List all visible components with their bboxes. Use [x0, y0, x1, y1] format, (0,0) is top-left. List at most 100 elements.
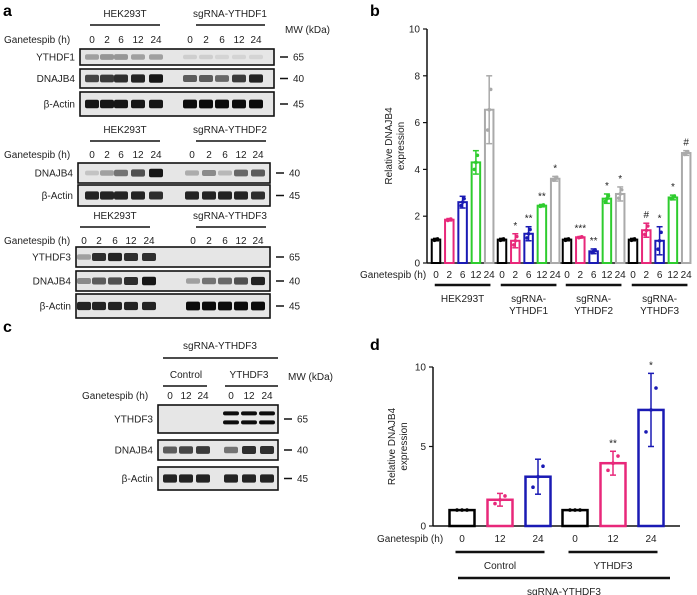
protein-band: [108, 301, 122, 311]
protein-band: [142, 253, 156, 261]
protein-band: [77, 301, 91, 311]
protein-band: [92, 277, 106, 285]
data-point: [485, 128, 490, 132]
group-label: YTHDF3: [640, 306, 679, 317]
data-point: [487, 107, 492, 112]
lane-time-label: 2: [206, 150, 212, 161]
blot-row-label: DNAJB4: [33, 277, 72, 288]
lane-time-label: 12: [125, 236, 137, 247]
data-point: [455, 508, 459, 512]
protein-band: [100, 99, 114, 109]
protein-band: [186, 278, 200, 284]
significance-marker: *: [658, 214, 662, 225]
protein-band: [218, 170, 232, 176]
mw-marker-label: 40: [293, 74, 305, 85]
protein-band: [124, 301, 138, 311]
lane-time-label: 12: [235, 236, 247, 247]
protein-band: [131, 54, 145, 60]
group-label: sgRNA-: [642, 294, 677, 305]
cell-line-label: HEK293T: [103, 125, 146, 136]
data-point: [578, 508, 582, 512]
data-point: [528, 227, 532, 232]
data-point: [646, 224, 650, 228]
x-tick-label: 24: [615, 270, 627, 281]
lane-time-label: 24: [261, 391, 273, 402]
protein-band: [183, 54, 197, 60]
lane-time-label: 24: [252, 150, 264, 161]
bar: [430, 238, 442, 265]
blot-row-label: DNAJB4: [37, 74, 76, 85]
data-point: [606, 468, 610, 473]
mw-marker-label: 40: [289, 169, 301, 180]
lane-time-label: 0: [189, 150, 195, 161]
blot-row-label: DNAJB4: [35, 169, 74, 180]
blot-strip: [79, 48, 275, 66]
cell-line-label: sgRNA-YTHDF3: [193, 211, 267, 222]
blot-strip: [77, 162, 271, 184]
x-tick-label: 0: [433, 270, 439, 281]
protein-band: [124, 277, 138, 285]
protein-band: [218, 191, 232, 200]
protein-band: [92, 301, 106, 311]
protein-band: [77, 278, 91, 284]
lane-time-label: 24: [143, 236, 155, 247]
x-tick-label: 0: [572, 534, 578, 545]
significance-marker: **: [525, 214, 533, 225]
condition-label: YTHDF3: [230, 370, 269, 381]
protein-band: [108, 252, 122, 262]
lane-time-label: 24: [252, 236, 264, 247]
protein-band: [196, 446, 210, 454]
x-tick-label: 6: [460, 270, 466, 281]
y-tick-label: 10: [409, 25, 421, 36]
data-point: [618, 192, 622, 196]
significance-marker: *: [649, 360, 653, 371]
data-point: [462, 196, 466, 201]
data-point: [459, 203, 463, 208]
protein-band: [149, 54, 163, 60]
lane-time-label: 12: [235, 150, 247, 161]
protein-band: [85, 74, 99, 83]
significance-marker: **: [590, 236, 598, 247]
protein-band: [202, 301, 216, 311]
protein-band: [234, 277, 248, 285]
blot-strip: [157, 466, 279, 491]
y-axis-label-line: Relative DNAJB4: [387, 407, 398, 485]
significance-marker: *: [671, 182, 675, 193]
data-point: [435, 237, 440, 241]
x-tick-label: 12: [470, 270, 482, 281]
x-tick-label: 6: [657, 270, 663, 281]
data-point: [536, 474, 540, 479]
protein-band: [215, 75, 229, 82]
lane-time-label: 24: [150, 35, 162, 46]
lane-time-label: 12: [243, 391, 255, 402]
lane-time-label: 12: [132, 35, 144, 46]
data-point: [654, 386, 658, 390]
lane-time-label: 12: [132, 150, 144, 161]
data-point: [573, 508, 577, 512]
data-point: [611, 461, 615, 465]
lane-time-label: 2: [96, 236, 102, 247]
x-tick-label: 12: [494, 534, 506, 545]
mw-marker-label: 40: [297, 446, 309, 457]
significance-marker: **: [538, 192, 546, 203]
x-tick-label: 24: [532, 534, 544, 545]
protein-band: [249, 74, 263, 83]
lane-time-label: 6: [118, 150, 124, 161]
protein-band: [185, 191, 199, 200]
protein-band: [202, 277, 216, 285]
data-point: [644, 228, 649, 233]
bar: [561, 508, 589, 528]
bar: [680, 152, 692, 265]
panel-d-bar-chart: 0 5 10 Relative DNAJB4expression Ganetespib …: [377, 360, 680, 595]
lane-time-label: 0: [89, 150, 95, 161]
group-label: sgRNA-: [511, 294, 546, 305]
y-axis-label: Relative DNAJB4expression: [384, 107, 407, 185]
y-tick-label: 4: [414, 165, 420, 176]
protein-band: [242, 446, 256, 454]
mw-marker-label: 45: [293, 100, 305, 111]
x-tick-label: 6: [591, 270, 597, 281]
x-tick-label: 0: [564, 270, 570, 281]
